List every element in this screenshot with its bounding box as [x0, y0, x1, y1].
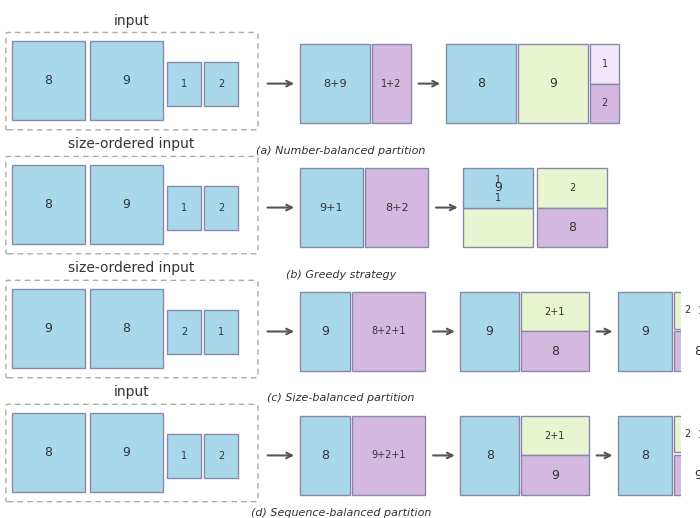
Text: 9: 9	[551, 469, 559, 482]
Text: 8: 8	[641, 449, 649, 462]
Text: 1: 1	[181, 79, 187, 89]
Text: 1: 1	[496, 175, 501, 185]
Text: 2: 2	[218, 203, 224, 213]
Text: input: input	[113, 385, 149, 399]
FancyBboxPatch shape	[12, 41, 85, 120]
Text: size-ordered input: size-ordered input	[68, 262, 195, 276]
FancyBboxPatch shape	[463, 168, 533, 208]
Text: 8: 8	[486, 449, 493, 462]
Text: 9: 9	[122, 198, 130, 211]
Text: (b) Greedy strategy: (b) Greedy strategy	[286, 269, 395, 280]
FancyBboxPatch shape	[521, 416, 589, 455]
Text: 2+1: 2+1	[545, 431, 565, 441]
FancyBboxPatch shape	[90, 41, 162, 120]
FancyBboxPatch shape	[372, 44, 411, 123]
FancyBboxPatch shape	[300, 44, 370, 123]
Text: 1: 1	[698, 306, 700, 316]
Text: size-ordered input: size-ordered input	[68, 137, 195, 151]
FancyBboxPatch shape	[90, 413, 162, 492]
Text: 9: 9	[494, 181, 503, 194]
Text: 8: 8	[568, 221, 576, 234]
FancyBboxPatch shape	[90, 289, 162, 368]
FancyBboxPatch shape	[673, 332, 700, 371]
Text: (c) Size-balanced partition: (c) Size-balanced partition	[267, 394, 414, 404]
FancyBboxPatch shape	[300, 168, 363, 247]
FancyBboxPatch shape	[446, 44, 516, 123]
Text: 9: 9	[44, 322, 52, 335]
Text: 2: 2	[218, 79, 224, 89]
FancyBboxPatch shape	[590, 44, 619, 83]
FancyBboxPatch shape	[12, 413, 85, 492]
Text: 9+2+1: 9+2+1	[372, 451, 406, 461]
Text: 1: 1	[496, 193, 501, 203]
Text: 2: 2	[569, 183, 575, 193]
Text: 1+2: 1+2	[382, 79, 402, 89]
FancyBboxPatch shape	[673, 416, 700, 453]
FancyBboxPatch shape	[463, 208, 533, 247]
FancyBboxPatch shape	[167, 186, 200, 230]
Text: 2: 2	[218, 451, 224, 461]
Text: 8+2: 8+2	[385, 203, 409, 212]
Text: (d) Sequence-balanced partition: (d) Sequence-balanced partition	[251, 508, 431, 517]
Text: 9: 9	[122, 446, 130, 459]
FancyBboxPatch shape	[590, 83, 619, 123]
Text: 8: 8	[44, 74, 52, 87]
FancyBboxPatch shape	[521, 332, 589, 371]
Text: 2: 2	[684, 429, 690, 439]
Text: 9: 9	[122, 74, 130, 87]
FancyBboxPatch shape	[461, 292, 519, 371]
Text: 8: 8	[551, 344, 559, 357]
Text: 8+2+1: 8+2+1	[372, 326, 406, 337]
FancyBboxPatch shape	[300, 416, 351, 495]
Text: 9+1: 9+1	[320, 203, 343, 212]
Text: 8: 8	[694, 344, 700, 357]
Text: input: input	[113, 13, 149, 27]
Text: 2: 2	[684, 305, 690, 315]
Text: 1: 1	[181, 203, 187, 213]
FancyBboxPatch shape	[12, 165, 85, 244]
Text: 1: 1	[698, 430, 700, 440]
FancyBboxPatch shape	[521, 455, 589, 495]
Text: 9: 9	[486, 325, 493, 338]
Text: 2: 2	[181, 327, 187, 337]
FancyBboxPatch shape	[673, 455, 700, 495]
Text: 8: 8	[44, 198, 52, 211]
Text: 9: 9	[694, 469, 700, 482]
Text: 8: 8	[44, 446, 52, 459]
FancyBboxPatch shape	[204, 62, 237, 106]
FancyBboxPatch shape	[365, 168, 428, 247]
Text: 1: 1	[601, 59, 608, 69]
FancyBboxPatch shape	[167, 310, 200, 354]
FancyBboxPatch shape	[204, 186, 237, 230]
FancyBboxPatch shape	[673, 292, 700, 328]
Text: 8: 8	[122, 322, 130, 335]
Text: 1: 1	[218, 327, 224, 337]
Text: 8: 8	[477, 77, 485, 90]
Text: 9: 9	[321, 325, 329, 338]
FancyBboxPatch shape	[461, 416, 519, 495]
Text: 2+1: 2+1	[545, 307, 565, 317]
FancyBboxPatch shape	[204, 434, 237, 478]
Text: 8: 8	[321, 449, 329, 462]
FancyBboxPatch shape	[521, 292, 589, 332]
Text: 1: 1	[181, 451, 187, 461]
FancyBboxPatch shape	[167, 434, 200, 478]
Text: 8+9: 8+9	[323, 79, 346, 89]
FancyBboxPatch shape	[618, 416, 672, 495]
FancyBboxPatch shape	[352, 292, 426, 371]
Text: (a) Number-balanced partition: (a) Number-balanced partition	[256, 146, 426, 155]
FancyBboxPatch shape	[167, 62, 200, 106]
FancyBboxPatch shape	[12, 289, 85, 368]
Text: 9: 9	[641, 325, 649, 338]
FancyBboxPatch shape	[300, 292, 351, 371]
FancyBboxPatch shape	[538, 168, 608, 208]
FancyBboxPatch shape	[352, 416, 426, 495]
FancyBboxPatch shape	[518, 44, 588, 123]
Text: 2: 2	[601, 98, 608, 108]
FancyBboxPatch shape	[618, 292, 672, 371]
Text: 9: 9	[549, 77, 557, 90]
FancyBboxPatch shape	[538, 208, 608, 247]
FancyBboxPatch shape	[204, 310, 237, 354]
FancyBboxPatch shape	[90, 165, 162, 244]
